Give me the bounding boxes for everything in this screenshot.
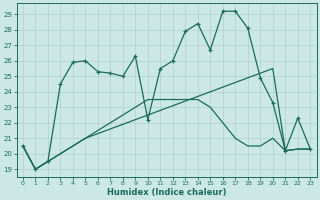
X-axis label: Humidex (Indice chaleur): Humidex (Indice chaleur)	[107, 188, 226, 197]
